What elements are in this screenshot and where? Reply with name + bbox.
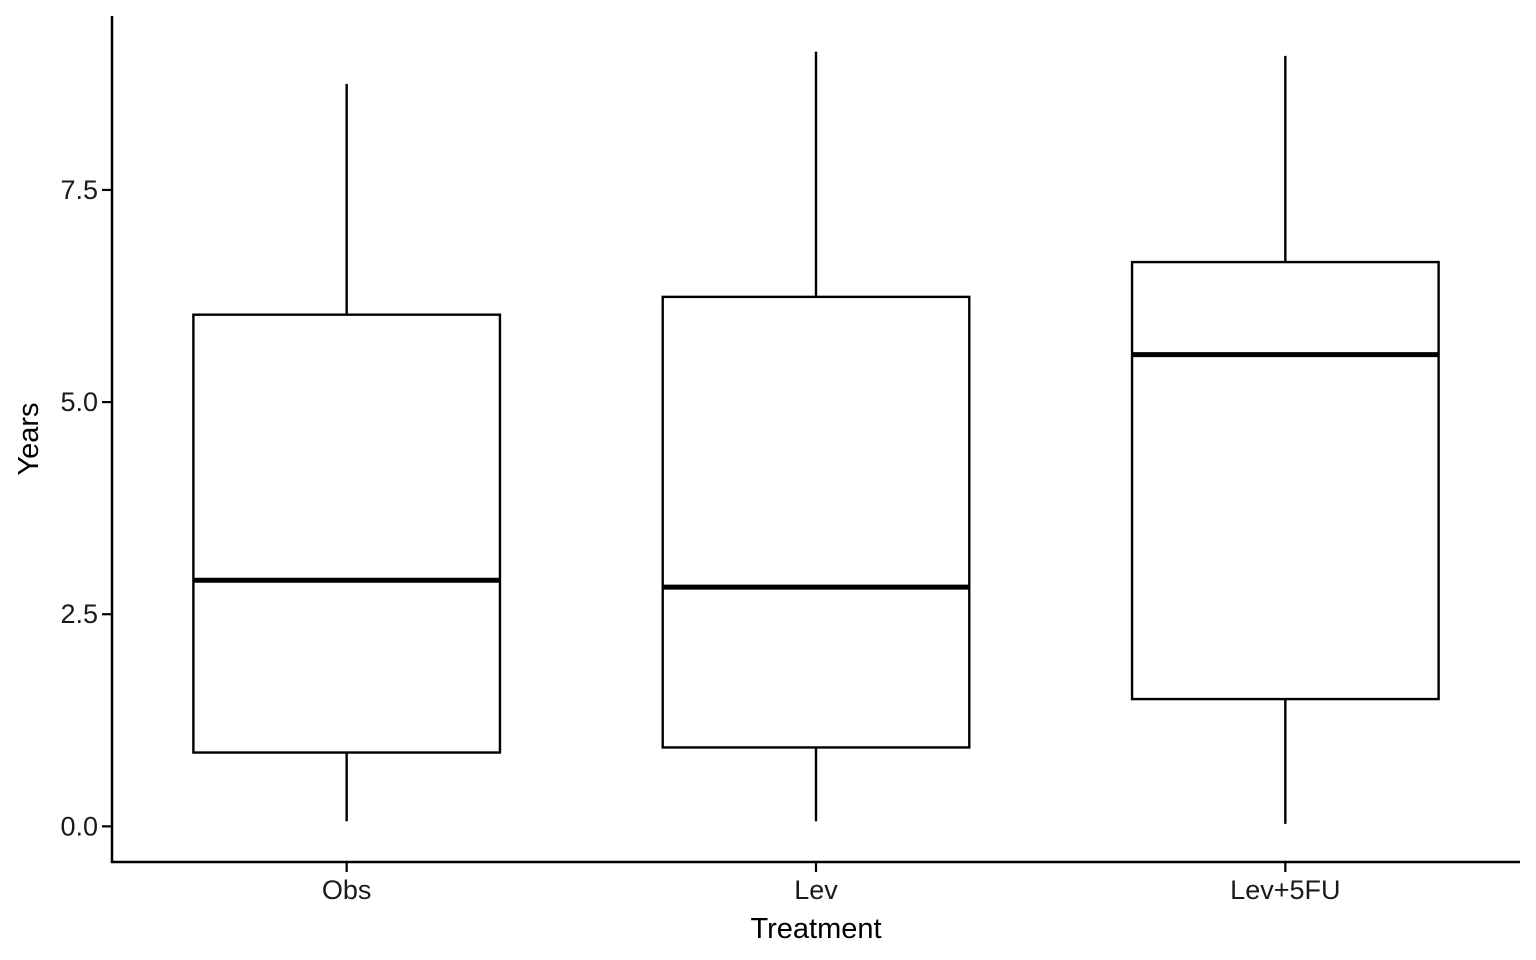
iqr-box [661, 295, 971, 749]
y-axis-ticks: 0.0 2.5 5.0 7.5 [60, 175, 112, 841]
box-lev-5fu [1130, 55, 1440, 824]
box-lev [661, 51, 971, 822]
x-tick-label: Lev+5FU [1230, 875, 1340, 905]
box-obs [192, 83, 502, 822]
iqr-box [1130, 260, 1440, 701]
y-tick-label: 5.0 [60, 387, 98, 417]
y-tick-label: 7.5 [60, 175, 98, 205]
x-axis-title: Treatment [750, 913, 881, 945]
y-tick-label: 2.5 [60, 599, 98, 629]
y-tick-label: 0.0 [60, 811, 98, 841]
plot-area [192, 51, 1440, 824]
x-axis-ticks: Obs Lev Lev+5FU [322, 862, 1340, 905]
x-tick-label: Lev [794, 875, 838, 905]
y-axis-title: Years [13, 402, 45, 475]
x-tick-label: Obs [322, 875, 372, 905]
iqr-box [192, 313, 502, 754]
